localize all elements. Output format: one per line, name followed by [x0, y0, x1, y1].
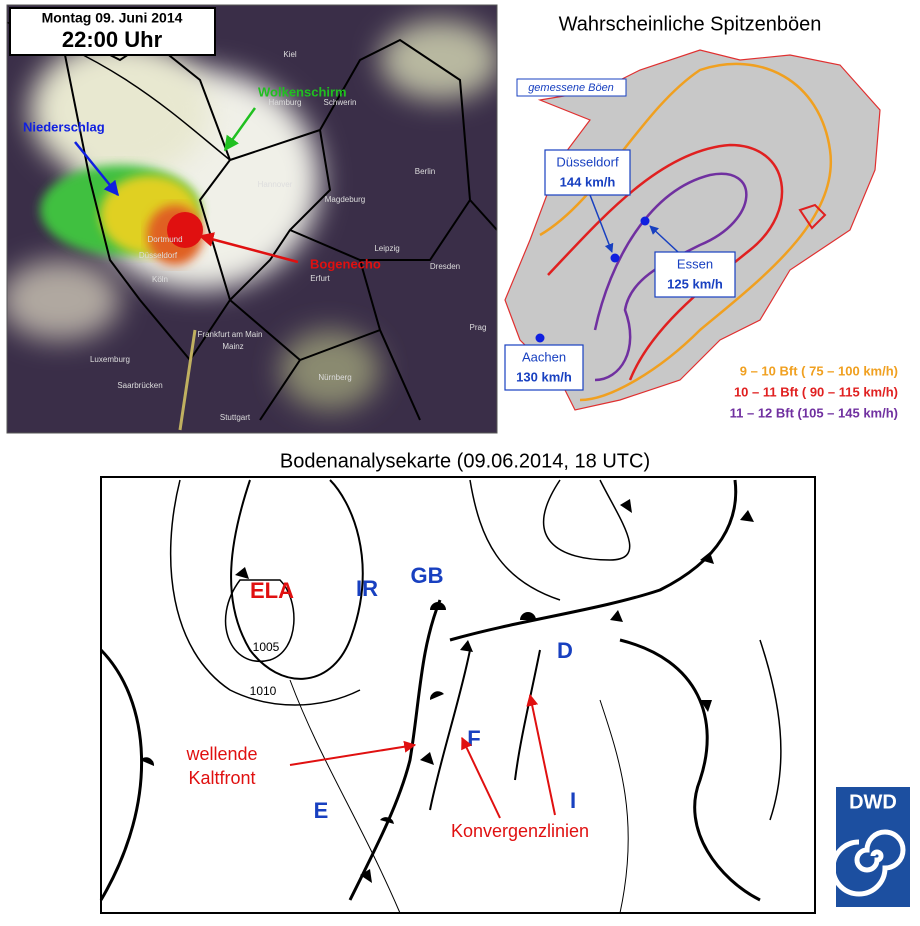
air-mass: D — [557, 638, 573, 663]
contour-spot — [798, 203, 827, 230]
city-label: Mainz — [222, 342, 243, 351]
air-mass: ELA — [250, 578, 294, 603]
station-value: 130 km/h — [516, 369, 572, 384]
arrow — [223, 107, 257, 152]
city-label: Stuttgart — [220, 413, 251, 422]
city-label: Schwerin — [324, 98, 357, 107]
isobar-label: 1010 — [250, 684, 277, 698]
radar-panel — [7, 5, 497, 433]
time-box — [9, 7, 216, 56]
convergence-label: Konvergenzlinien — [451, 821, 589, 841]
city-labels: Kiel Hamburg Schwerin Berlin Hannover Magdebu… — [90, 50, 486, 422]
analysis-lines — [99, 479, 782, 914]
gust-title: Wahrscheinliche Spitzenböen — [559, 13, 822, 35]
isobar-label: 1005 — [253, 640, 280, 654]
precipitation-label: Niederschlag — [23, 119, 105, 134]
city-label: Frankfurt am Main — [198, 330, 263, 339]
cold-front-label: wellende Kaltfront — [185, 744, 257, 788]
legend: 9 – 10 Bft ( 75 – 100 km/h) 10 – 11 Bft (… — [730, 363, 898, 420]
measured-box — [516, 78, 627, 97]
logo-swirl — [830, 829, 906, 897]
arrow — [461, 736, 501, 819]
radar-frame — [6, 4, 498, 434]
station-box — [544, 149, 631, 196]
bow-echo-label: Bogenecho — [310, 256, 381, 271]
nrw-map — [504, 49, 881, 411]
city-label: Kiel — [283, 50, 297, 59]
station — [610, 253, 620, 263]
arrow — [649, 225, 679, 253]
date: Montag 09. Juni 2014 — [42, 10, 183, 26]
city-label: Köln — [152, 275, 168, 284]
station-name: Essen — [677, 256, 713, 271]
logo-text: DWD — [849, 791, 897, 813]
arrow — [589, 194, 614, 253]
measured-label: gemessene Böen — [528, 82, 614, 94]
city-label: Nürnberg — [318, 373, 351, 382]
city-label: Dortmund — [147, 235, 182, 244]
air-mass: GB — [411, 563, 444, 588]
city-label: Berlin — [415, 167, 435, 176]
station-value: 144 km/h — [560, 174, 616, 189]
contour-10-11 — [547, 143, 784, 381]
air-mass: I — [570, 788, 576, 813]
station-box — [654, 251, 736, 298]
city-label: Leipzig — [374, 244, 399, 253]
arrow — [526, 693, 556, 816]
contour-9-10 — [539, 62, 833, 402]
station-box — [504, 344, 584, 391]
air-mass: IR — [356, 576, 378, 601]
arrow — [289, 740, 417, 766]
station-name: Düsseldorf — [556, 154, 619, 169]
air-mass: E — [314, 798, 329, 823]
city-label: Erfurt — [310, 274, 330, 283]
city-label: Saarbrücken — [117, 381, 162, 390]
city-label: Luxemburg — [90, 355, 130, 364]
legend-entry: 11 – 12 Bft (105 – 145 km/h) — [730, 405, 898, 420]
legend-entry: 9 – 10 Bft ( 75 – 100 km/h) — [740, 363, 898, 378]
air-mass: F — [467, 726, 480, 751]
city-label: Hamburg — [269, 98, 302, 107]
station-value: 125 km/h — [667, 276, 723, 291]
front-symbols — [140, 499, 754, 883]
legend-entry: 10 – 11 Bft ( 90 – 115 km/h) — [734, 384, 898, 399]
arrow — [74, 141, 119, 197]
city-label: Prag — [470, 323, 487, 332]
city-label: Hannover — [258, 180, 293, 189]
analysis-frame — [100, 476, 816, 914]
stations: Düsseldorf 144 km/h Essen 125 km/h Aachen 130… — [504, 149, 736, 391]
station — [640, 216, 650, 226]
station — [535, 333, 545, 343]
station-name: Aachen — [522, 349, 566, 364]
city-label: Düsseldorf — [139, 251, 178, 260]
time: 22:00 Uhr — [62, 27, 163, 52]
analysis-title: Bodenanalysekarte (09.06.2014, 18 UTC) — [280, 450, 650, 472]
city-label: Dresden — [430, 262, 460, 271]
city-label: Magdeburg — [325, 195, 365, 204]
arrow — [198, 232, 299, 264]
cloud-shield-label: Wolkenschirm — [258, 84, 347, 99]
